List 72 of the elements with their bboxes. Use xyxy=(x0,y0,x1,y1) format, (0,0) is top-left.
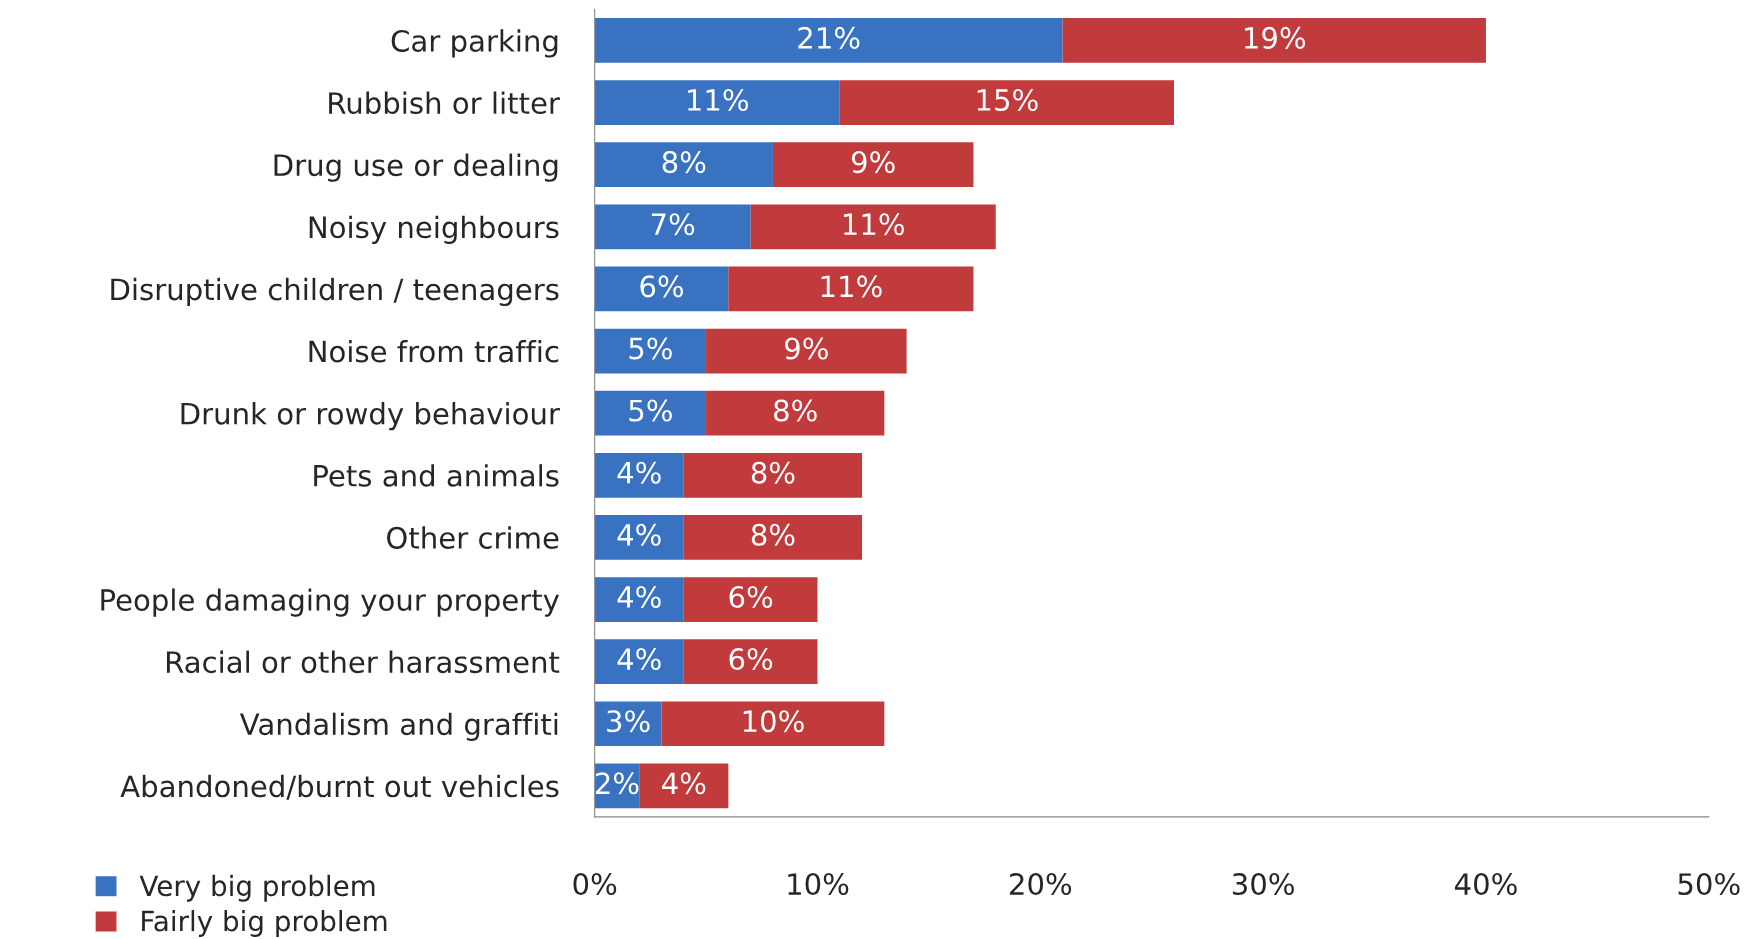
y-tick-label: Racial or other harassment xyxy=(166,650,560,674)
data-label: 5% xyxy=(629,337,672,360)
data-label: 5% xyxy=(629,399,672,422)
legend-label: Very big problem xyxy=(139,874,375,902)
data-label: 15% xyxy=(977,88,1038,112)
data-label: 4% xyxy=(617,523,661,546)
bar xyxy=(683,452,863,498)
data-label: 6% xyxy=(640,275,684,298)
y-tick-label: Rubbish or litter xyxy=(329,91,560,115)
data-label: 4% xyxy=(617,461,661,484)
data-label: 9% xyxy=(785,337,828,360)
data-label: 11% xyxy=(821,275,882,298)
y-tick-label: Abandoned/burnt out vehicles xyxy=(120,774,559,800)
y-tick-label: Car parking xyxy=(391,29,558,58)
data-label: 8% xyxy=(751,523,795,546)
bar xyxy=(594,18,1063,63)
y-tick-label: Noise from traffic xyxy=(309,339,559,363)
bar xyxy=(594,142,773,188)
bar xyxy=(772,142,974,188)
data-label: 2% xyxy=(595,772,639,795)
bar xyxy=(706,390,885,436)
x-tick-label: 50% xyxy=(1678,873,1740,896)
data-label: 8% xyxy=(751,461,795,484)
x-tick-label: 40% xyxy=(1454,873,1517,896)
bar xyxy=(683,639,818,684)
bar xyxy=(1062,18,1486,63)
data-label: 21% xyxy=(798,26,860,49)
data-label: 9% xyxy=(851,151,895,174)
bar xyxy=(594,701,662,747)
y-tick-label: Noisy neighbours xyxy=(309,215,559,244)
data-label: 11% xyxy=(843,213,904,236)
data-label: 8% xyxy=(662,151,706,174)
bar xyxy=(594,577,684,622)
y-tick-label: Other crime xyxy=(387,526,559,549)
legend-label: Fairly big problem xyxy=(142,910,387,937)
data-label: 6% xyxy=(729,648,773,671)
bar xyxy=(728,266,974,312)
x-tick-label: 10% xyxy=(788,873,849,896)
bar xyxy=(594,639,684,684)
bar xyxy=(594,204,751,250)
bar xyxy=(594,390,707,436)
data-label: 19% xyxy=(1245,26,1306,49)
bar xyxy=(594,80,840,125)
y-tick-label: People damaging your property xyxy=(101,588,560,617)
x-tick-label: 30% xyxy=(1232,873,1294,896)
data-label: 4% xyxy=(617,648,661,671)
data-label: 4% xyxy=(662,772,706,795)
bar xyxy=(594,266,729,312)
y-tick-label: Drug use or dealing xyxy=(274,153,558,182)
data-label: 11% xyxy=(688,88,749,112)
bar xyxy=(750,204,996,250)
data-label: 8% xyxy=(774,399,817,422)
bar xyxy=(683,577,818,622)
bar xyxy=(594,328,707,374)
bar xyxy=(661,701,885,747)
y-tick-label: Pets and animals xyxy=(314,464,559,487)
bar xyxy=(639,763,729,809)
y-tick-label: Drunk or rowdy behaviour xyxy=(181,402,560,431)
data-label: 6% xyxy=(729,585,773,608)
bar xyxy=(594,452,684,498)
y-tick-label: Disruptive children / teenagers xyxy=(111,277,559,307)
x-tick-label: 0% xyxy=(573,873,617,896)
bar xyxy=(706,328,907,374)
data-label: 10% xyxy=(743,710,804,733)
bar xyxy=(594,515,684,560)
bar xyxy=(839,80,1174,125)
data-label: 7% xyxy=(651,213,695,236)
bar xyxy=(683,515,863,560)
x-tick-label: 20% xyxy=(1010,873,1072,896)
y-tick-label: Vandalism and graffiti xyxy=(239,712,558,741)
data-label: 3% xyxy=(607,710,650,733)
data-label: 4% xyxy=(617,585,661,608)
